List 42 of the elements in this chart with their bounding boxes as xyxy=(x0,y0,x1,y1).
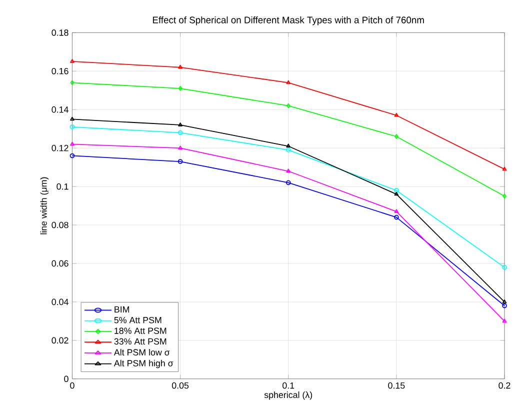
point xyxy=(178,64,182,68)
y-tick-label: 0.04 xyxy=(52,298,68,305)
x-tick-label: 0.2 xyxy=(498,382,510,388)
legend-label: BIM xyxy=(114,306,130,312)
y-axis-title: line width (μm) xyxy=(40,177,49,234)
point xyxy=(286,168,291,172)
point xyxy=(394,192,399,196)
point xyxy=(178,145,182,150)
legend-label: 33% Att PSM xyxy=(114,338,166,344)
legend-label: 18% Att PSM xyxy=(114,327,166,334)
x-tick-label: 0 xyxy=(70,382,74,388)
y-tick-label: 0 xyxy=(64,375,68,382)
y-tick-label: 0.12 xyxy=(52,144,68,151)
point xyxy=(394,214,399,220)
point xyxy=(286,147,291,152)
point xyxy=(178,86,182,91)
legend-label: Alt PSM high σ xyxy=(114,360,174,368)
y-tick-label: 0.1 xyxy=(56,183,68,190)
y-tick-label: 0.14 xyxy=(52,106,68,112)
y-tick-label: 0.08 xyxy=(52,222,68,228)
point xyxy=(286,180,291,185)
point xyxy=(394,134,398,139)
point xyxy=(394,208,399,213)
point xyxy=(178,130,183,135)
point xyxy=(178,122,182,126)
legend-label: 5% Att PSM xyxy=(114,316,162,324)
x-tick-label: 0.05 xyxy=(172,382,189,388)
x-tick-label: 0.15 xyxy=(388,382,405,388)
legend-label: Alt PSM low σ xyxy=(114,348,170,356)
y-tick-label: 0.02 xyxy=(52,337,68,344)
y-tick-label: 0.06 xyxy=(52,260,68,266)
point xyxy=(286,80,291,84)
point xyxy=(394,188,399,193)
point xyxy=(394,112,399,117)
x-tick-label: 0.1 xyxy=(282,382,294,388)
chart-title: Effect of Spherical on Different Mask Types with a Pitch of 760nm xyxy=(152,16,424,25)
y-tick-label: 0.16 xyxy=(52,68,68,74)
point xyxy=(178,158,183,164)
point xyxy=(286,103,290,108)
x-axis-title: spherical (λ) xyxy=(264,391,312,400)
y-tick-label: 0.18 xyxy=(52,29,68,36)
point xyxy=(286,143,291,148)
